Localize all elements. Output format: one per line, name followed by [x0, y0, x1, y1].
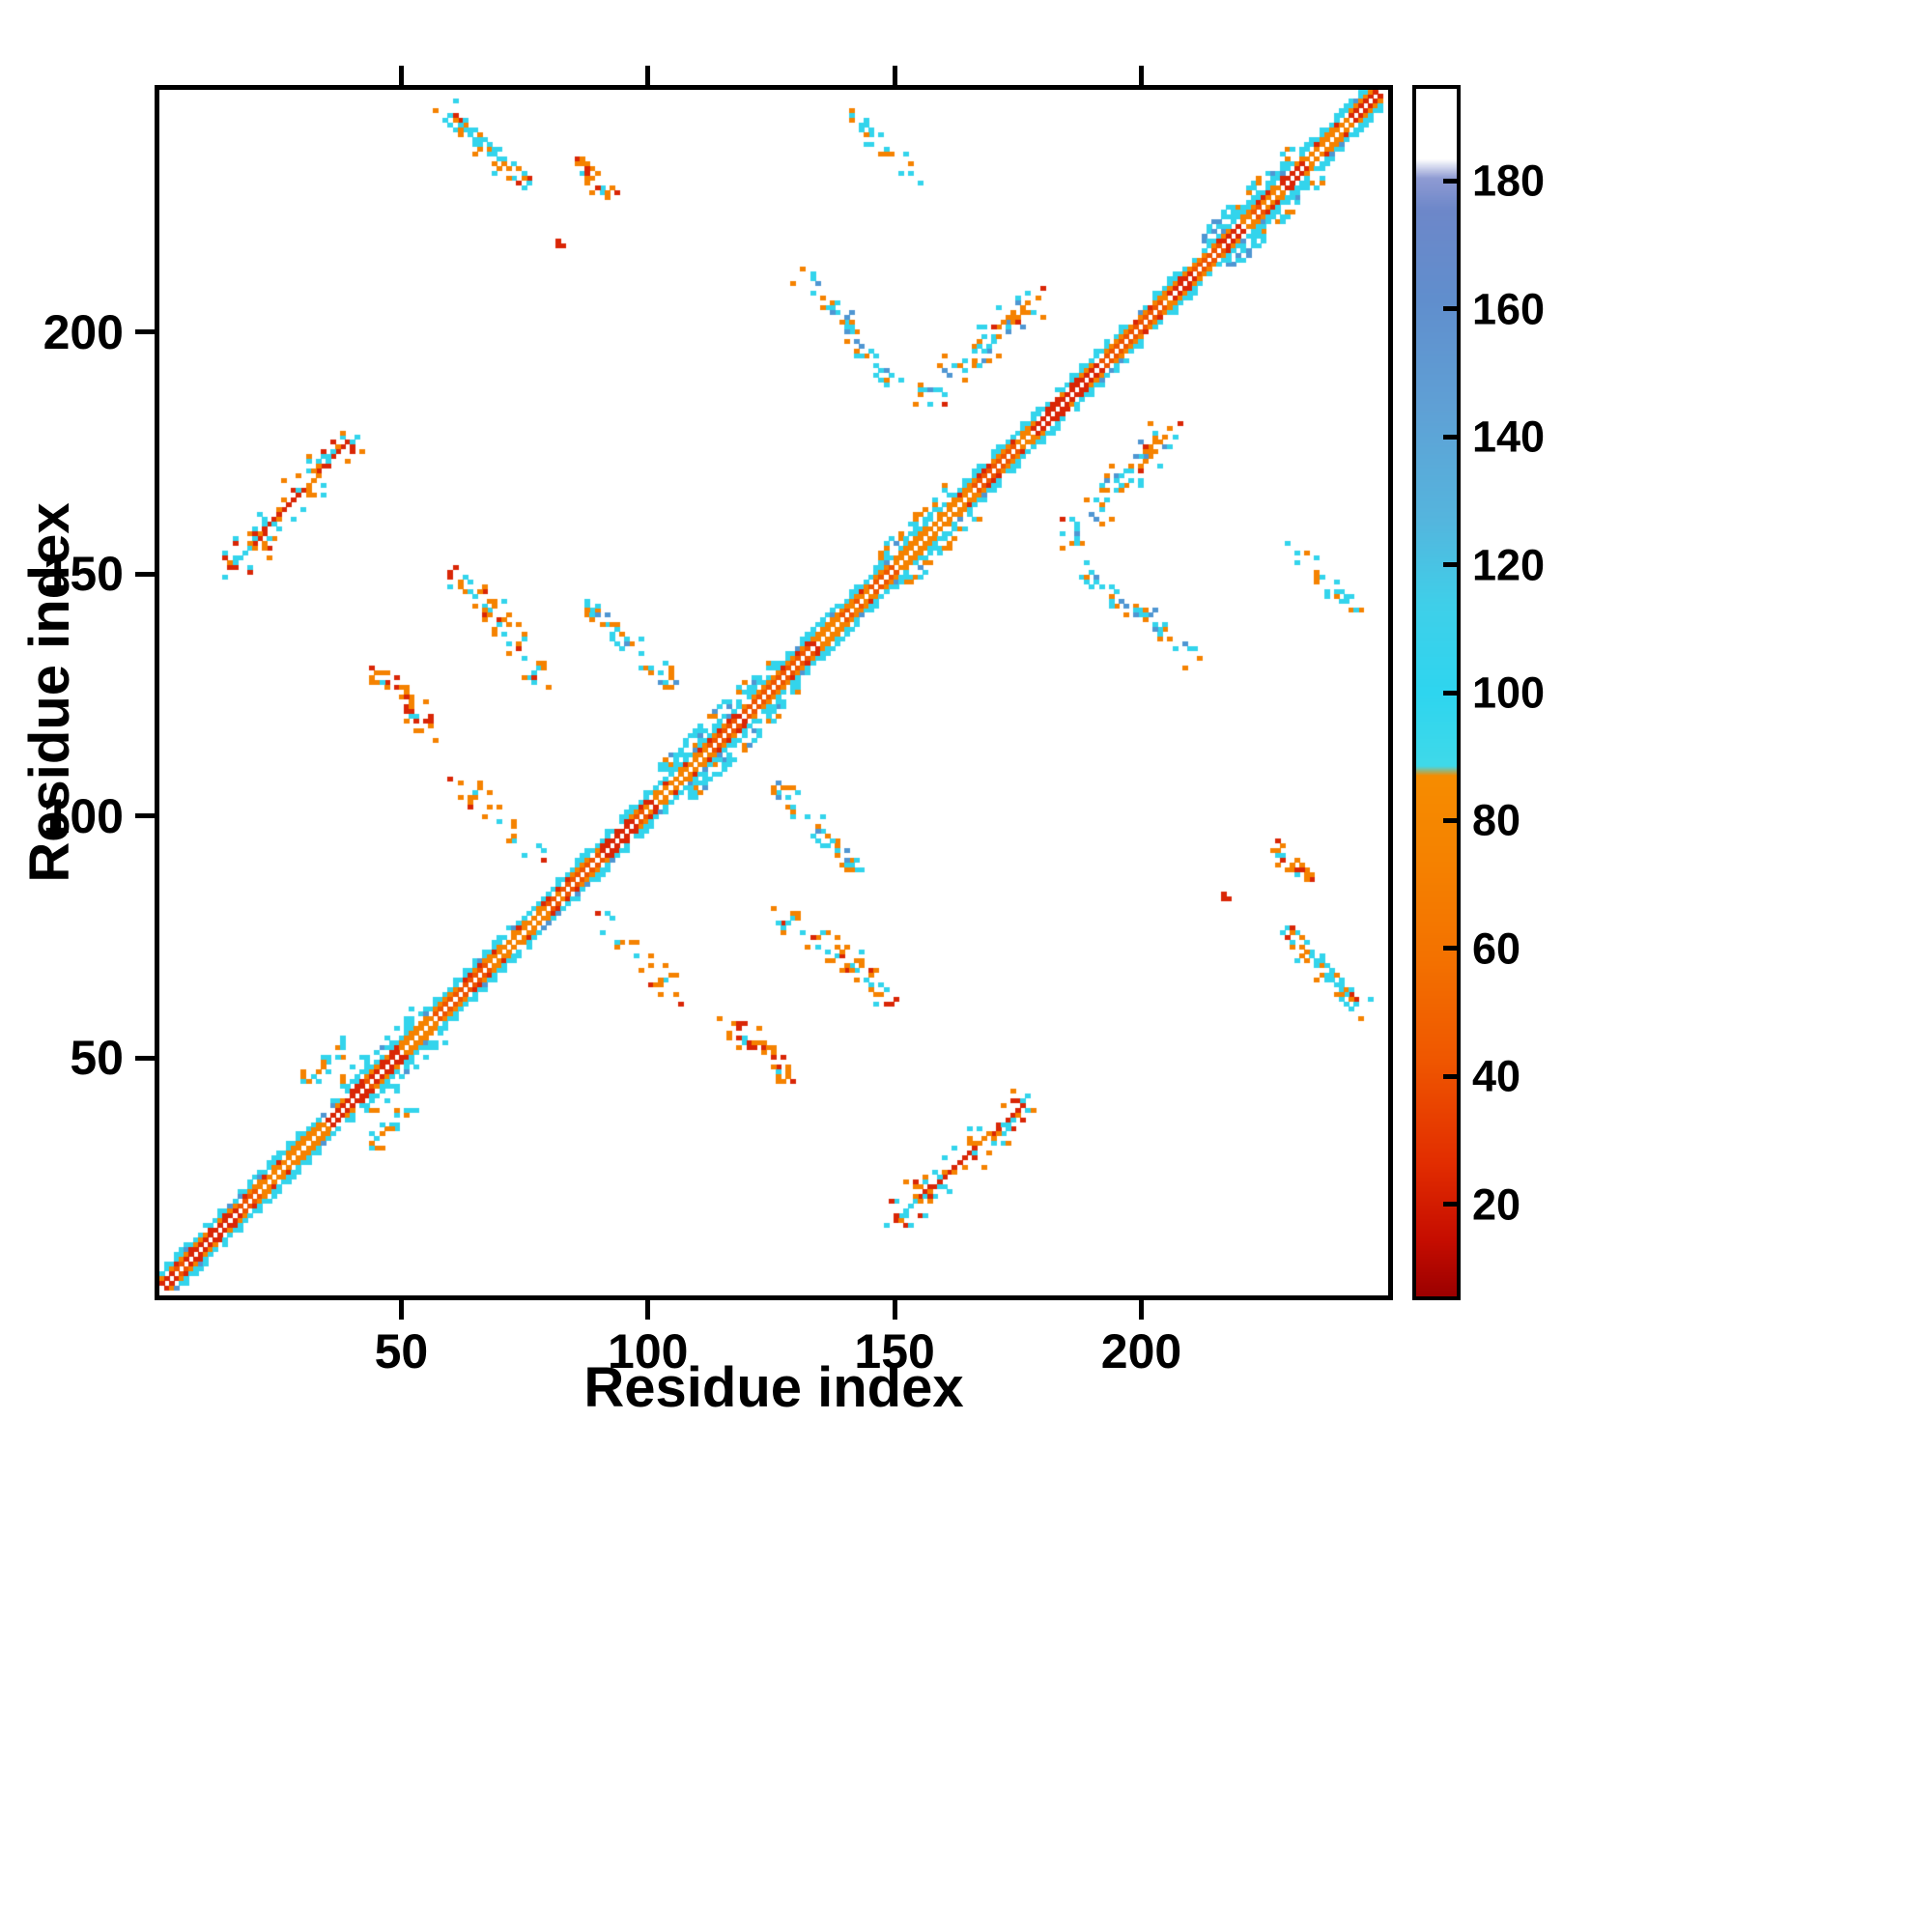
- x-tick-top: [645, 66, 651, 85]
- colorbar-tick: [1443, 690, 1461, 696]
- y-tick-label: 50: [70, 1031, 124, 1086]
- colorbar-tick-label: 140: [1472, 412, 1546, 462]
- x-tick-top: [892, 66, 897, 85]
- x-tick-bottom: [892, 1300, 897, 1320]
- y-tick-label: 200: [43, 304, 124, 359]
- x-tick-bottom: [1139, 1300, 1144, 1320]
- colorbar-tick-label: 180: [1472, 156, 1546, 206]
- colorbar-tick-label: 160: [1472, 284, 1546, 334]
- colorbar-tick: [1443, 178, 1461, 184]
- colorbar-tick: [1443, 946, 1461, 952]
- colorbar-tick: [1443, 1202, 1461, 1208]
- y-tick-left: [135, 329, 155, 335]
- colorbar-tick: [1443, 434, 1461, 440]
- colorbar-tick-label: 40: [1472, 1051, 1521, 1101]
- colorbar-tick: [1443, 562, 1461, 568]
- x-tick-label: 50: [374, 1324, 429, 1378]
- colorbar-tick-label: 100: [1472, 668, 1546, 718]
- x-tick-label: 100: [608, 1324, 689, 1378]
- contact-map-canvas: [159, 90, 1388, 1295]
- colorbar-tick: [1443, 306, 1461, 312]
- y-tick-left: [135, 571, 155, 577]
- y-tick-left: [135, 813, 155, 819]
- x-axis-label: Residue index: [583, 1356, 964, 1419]
- x-tick-bottom: [645, 1300, 651, 1320]
- plot-area: [155, 85, 1393, 1300]
- x-tick-label: 150: [854, 1324, 935, 1378]
- colorbar-tick-label: 20: [1472, 1179, 1521, 1230]
- y-tick-left: [135, 1055, 155, 1061]
- x-tick-top: [1139, 66, 1144, 85]
- y-tick-label: 100: [43, 788, 124, 843]
- x-tick-bottom: [398, 1300, 404, 1320]
- x-tick-top: [398, 66, 404, 85]
- colorbar-tick: [1443, 817, 1461, 823]
- x-tick-label: 200: [1100, 1324, 1182, 1378]
- colorbar-tick-label: 120: [1472, 540, 1546, 590]
- colorbar-tick-label: 60: [1472, 923, 1521, 974]
- colorbar-tick: [1443, 1073, 1461, 1079]
- y-tick-label: 150: [43, 547, 124, 602]
- colorbar-tick-label: 80: [1472, 795, 1521, 845]
